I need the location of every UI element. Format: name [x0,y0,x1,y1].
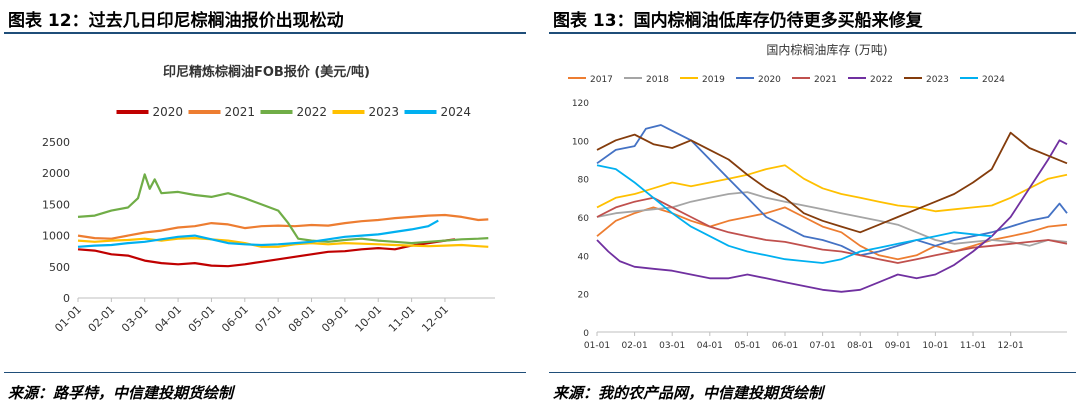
x-tick-label: 08-01 [847,341,873,351]
x-tick-label: 03-01 [659,341,685,351]
y-tick-label: 100 [572,137,589,147]
x-tick-label: 09-01 [885,341,911,351]
x-tick-label: 04-01 [697,341,723,351]
series-line-2024 [596,164,992,264]
legend-label-2022: 2022 [870,75,893,85]
series-line-2023 [77,237,489,248]
y-tick-label: 1500 [42,198,70,211]
x-tick-label: 03-01 [119,303,151,335]
x-tick-label: 11-01 [386,303,418,335]
x-tick-label: 07-01 [252,303,284,335]
y-tick-label: 1000 [42,230,70,243]
title-rule [549,32,1076,34]
figure-title: 图表 12：过去几日印尼棕榈油报价出现松动 [8,11,344,31]
y-tick-label: 2500 [42,136,70,149]
y-tick-label: 40 [578,252,590,262]
x-tick-label: 10-01 [353,303,385,335]
x-tick-label: 02-01 [622,341,648,351]
left-panel: 图表 12：过去几日印尼棕榈油报价出现松动 印尼精炼棕榈油FOB报价 (美元/吨… [0,0,530,419]
chart-title: 国内棕榈油库存 (万吨) [766,42,887,57]
y-tick-label: 0 [63,292,70,305]
chart-title: 印尼精炼棕榈油FOB报价 (美元/吨) [163,64,370,80]
y-tick-label: 80 [578,176,590,186]
fob-price-chart: 印尼精炼棕榈油FOB报价 (美元/吨) 2020 2021 2022 2023 2024 0… [42,64,495,335]
x-tick-label: 01-01 [584,341,610,351]
x-tick-label: 08-01 [286,303,318,335]
legend-label-2020: 2020 [758,75,781,85]
legend-label-2024: 2024 [441,105,472,119]
y-tick-label: 0 [583,329,589,339]
y-tick-label: 120 [572,99,589,109]
legend-label-2018: 2018 [646,75,669,85]
series-line-2021 [77,213,489,240]
series-line-2019 [596,164,1068,213]
figure-title: 图表 13：国内棕榈油低库存仍待更多买船来修复 [553,11,923,31]
legend-label-2023: 2023 [369,105,400,119]
x-tick-label: 06-01 [772,341,798,351]
series-line-2018 [596,191,1068,247]
legend-label-2019: 2019 [702,75,725,85]
x-tick-label: 07-01 [810,341,836,351]
y-tick-label: 60 [578,214,590,224]
series-line-2020 [596,124,1068,257]
series-line-2023 [596,131,1068,234]
x-tick-label: 01-01 [52,303,84,335]
x-tick-label: 05-01 [734,341,760,351]
source-note: 来源：我的农产品网，中信建投期货绘制 [553,384,824,402]
legend-label-2024: 2024 [982,75,1005,85]
series-line-2020 [77,238,456,268]
x-tick-label: 11-01 [960,341,986,351]
source-note: 来源：路孚特，中信建投期货绘制 [8,384,234,402]
source-rule [549,372,1076,373]
y-tick-label: 2000 [42,167,70,180]
x-tick-label: 04-01 [152,303,184,335]
legend-label-2021: 2021 [225,105,256,119]
legend-label-2021: 2021 [814,75,837,85]
x-tick-label: 12-01 [998,341,1024,351]
inventory-chart: 国内棕榈油库存 (万吨) 2017 2018 2019 2020 2021 2022 2023… [568,42,1068,351]
x-tick-label: 02-01 [86,303,118,335]
legend-label-2023: 2023 [926,75,949,85]
series-line-2024 [77,219,439,248]
source-rule [4,372,526,373]
x-tick-label: 06-01 [219,303,251,335]
x-tick-label: 12-01 [419,303,451,335]
series-line-2022 [596,139,1068,293]
x-tick-label: 09-01 [319,303,351,335]
y-tick-label: 500 [49,261,70,274]
series-line-2022 [77,173,489,245]
x-tick-label: 05-01 [186,303,218,335]
right-panel: 图表 13：国内棕榈油低库存仍待更多买船来修复 国内棕榈油库存 (万吨) 2017… [545,0,1080,419]
y-tick-label: 20 [578,291,590,301]
series-line-2021 [596,196,1068,264]
title-rule [4,32,526,34]
legend-label-2020: 2020 [153,105,184,119]
legend-label-2017: 2017 [590,75,613,85]
legend-label-2022: 2022 [297,105,328,119]
x-tick-label: 10-01 [922,341,948,351]
